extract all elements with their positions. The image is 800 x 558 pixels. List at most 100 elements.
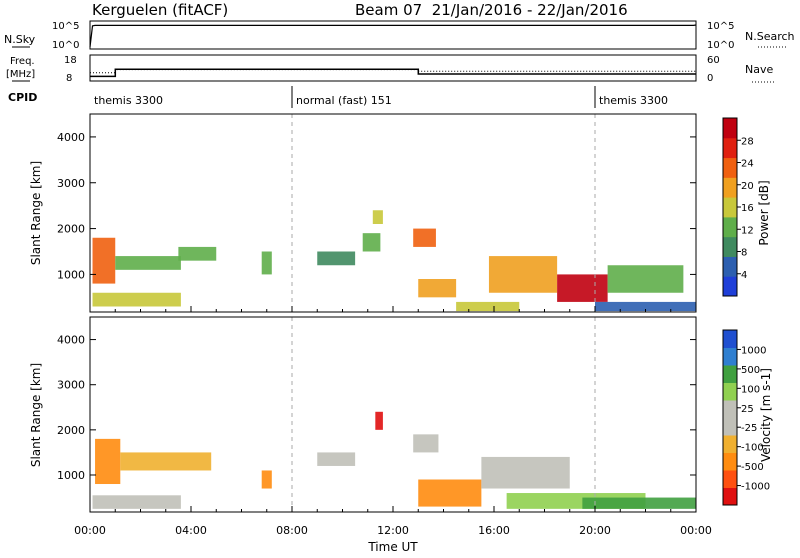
ytick-label: 2000 <box>57 223 85 236</box>
ytick-label: 4000 <box>57 334 85 347</box>
nsky-tick-top: 10^5 <box>52 21 79 32</box>
xtick-label: 00:00 <box>680 524 712 537</box>
nsky-label: N.Sky <box>4 33 36 46</box>
nsearch-tick-bottom: 10^0 <box>707 40 734 51</box>
data-patch <box>178 246 217 261</box>
data-patch <box>481 456 570 489</box>
data-patch <box>120 452 212 471</box>
freq-label-2: [MHz] <box>6 69 35 80</box>
colorbar-swatch <box>723 118 737 139</box>
xtick-label: 12:00 <box>377 524 409 537</box>
nsearch-tick-top: 10^5 <box>707 21 734 32</box>
data-patch <box>413 434 439 453</box>
freq-tick-top: 18 <box>64 55 77 66</box>
ytick-label: 3000 <box>57 379 85 392</box>
xtick-label: 16:00 <box>478 524 510 537</box>
data-patch <box>261 251 272 275</box>
nsky-series-line <box>89 24 697 48</box>
data-patch <box>582 497 696 509</box>
data-patch <box>92 495 181 509</box>
colorbar-tick-label: -100 <box>741 443 764 454</box>
colorbar-swatch <box>723 400 737 418</box>
data-patch <box>557 274 608 302</box>
colorbar-tick-label: 20 <box>741 181 754 192</box>
colorbar-swatch <box>723 177 737 198</box>
ytick-label: 4000 <box>57 131 85 144</box>
colorbar-swatch <box>723 197 737 218</box>
plot-title: Kerguelen (fitACF) <box>92 1 228 19</box>
xtick-label: 04:00 <box>175 524 207 537</box>
data-patch <box>375 411 383 430</box>
freq-label-1: Freq. <box>10 56 35 67</box>
colorbar-swatch <box>723 487 737 506</box>
freq-series-line <box>90 68 696 78</box>
nave-label: Nave <box>745 63 773 76</box>
data-patch <box>595 301 696 312</box>
colorbar-swatch <box>723 452 737 471</box>
cpid-segment-label: themis 3300 <box>599 94 668 107</box>
colorbar-swatch <box>723 435 737 453</box>
colorbar-swatch <box>723 256 737 277</box>
data-patch <box>92 237 116 284</box>
colorbar-tick-label: 28 <box>741 136 754 147</box>
colorbar-tick-label: 12 <box>741 225 754 236</box>
colorbar-tick-label: 500 <box>741 365 760 376</box>
nsky-panel-frame <box>89 20 697 50</box>
colorbar-tick-label: 100 <box>741 384 760 395</box>
velocity-panel: 1000 2000 3000 4000 <box>57 316 697 513</box>
beam-date: Beam 07 21/Jan/2016 - 22/Jan/2016 <box>355 1 628 19</box>
nave-series-line <box>90 69 696 74</box>
colorbar-swatch <box>723 330 737 348</box>
power-colorbar: 4 8 12 16 20 24 28 <box>722 117 754 297</box>
colorbar-tick-label: -25 <box>741 423 757 434</box>
ytick-label: 1000 <box>57 268 85 281</box>
colorbar-swatch <box>723 216 737 238</box>
data-patch <box>261 470 272 489</box>
colorbar-tick-label: 8 <box>741 248 747 259</box>
data-patch <box>317 452 356 466</box>
power-panel: 1000 2000 3000 4000 <box>57 113 697 313</box>
data-patch <box>418 279 457 298</box>
data-patch <box>456 301 520 312</box>
colorbar-tick-label: -1000 <box>741 482 770 493</box>
colorbar-tick-label: 16 <box>741 203 754 214</box>
colorbar-tick-label: 1000 <box>741 345 766 356</box>
colorbar-swatch <box>723 382 737 401</box>
ytick-label: 1000 <box>57 469 85 482</box>
data-patch <box>372 210 383 224</box>
colorbar-swatch <box>723 417 737 436</box>
cpid-label: CPID <box>8 91 37 104</box>
colorbar-tick-label: 4 <box>741 270 747 281</box>
nsky-tick-bottom: 10^0 <box>52 40 79 51</box>
cpid-segment-label: normal (fast) 151 <box>296 94 392 107</box>
data-patch <box>317 251 356 266</box>
colorbar-swatch <box>723 157 737 178</box>
xaxis-label: Time UT <box>367 540 418 554</box>
data-patch <box>607 265 684 293</box>
data-patch <box>115 256 181 270</box>
colorbar-tick-label: 25 <box>741 404 754 415</box>
nave-tick-bottom: 0 <box>707 73 713 84</box>
data-patch <box>95 438 121 485</box>
colorbar-swatch <box>723 365 737 383</box>
data-patch <box>488 256 558 293</box>
xtick-label: 00:00 <box>74 524 106 537</box>
data-patch <box>413 228 436 247</box>
velocity-colorbar-label: Velocity [m s-1] <box>759 368 773 462</box>
colorbar-swatch <box>723 347 737 366</box>
freq-tick-bottom: 8 <box>66 73 72 84</box>
data-patch <box>418 479 482 507</box>
data-patch <box>362 233 381 252</box>
cpid-row: themis 3300 normal (fast) 151 themis 3300 <box>94 86 668 108</box>
colorbar-frame <box>722 329 738 506</box>
cpid-segment-label: themis 3300 <box>94 94 163 107</box>
colorbar-swatch <box>723 236 737 257</box>
xtick-label: 20:00 <box>579 524 611 537</box>
colorbar-swatch <box>723 137 737 159</box>
colorbar-tick-label: 24 <box>741 159 754 170</box>
panel-background <box>90 317 696 512</box>
colorbar-tick-label: -500 <box>741 462 764 473</box>
colorbar-swatch <box>723 276 737 297</box>
nsearch-label: N.Search <box>745 30 795 43</box>
